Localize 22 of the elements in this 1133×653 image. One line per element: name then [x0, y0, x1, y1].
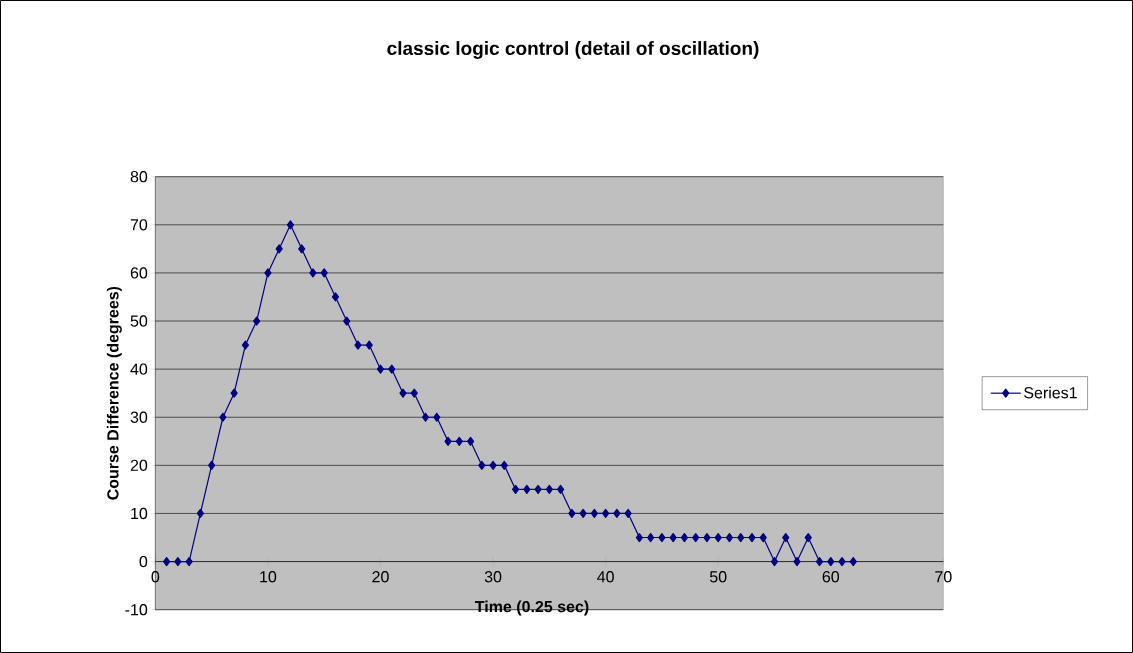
y-tick-label: 10 — [131, 507, 148, 520]
y-axis-title: Course Difference (degrees) — [106, 286, 122, 500]
y-tick-label: 50 — [130, 315, 148, 327]
y-tick-label: 60 — [130, 267, 148, 279]
x-tick-label: 50 — [709, 571, 727, 583]
y-tick-label: 30 — [130, 411, 148, 423]
x-tick-label: 20 — [372, 571, 389, 583]
x-tick-label: 30 — [484, 571, 502, 583]
x-tick-label: 40 — [597, 571, 614, 583]
y-tick-label: 40 — [130, 363, 148, 375]
y-tick-label: 20 — [130, 459, 148, 472]
y-tick-label: 70 — [130, 219, 148, 231]
chart-title: classic logic control (detail of oscillation) — [387, 41, 759, 59]
x-tick-label: 70 — [935, 571, 952, 583]
x-tick-label: 60 — [822, 571, 840, 583]
x-axis-title: Time (0.25 sec) — [474, 600, 589, 616]
legend-label: Series1 — [1024, 386, 1077, 399]
y-tick-label: 80 — [130, 171, 148, 183]
y-tick-label: 0 — [139, 555, 148, 568]
y-tick-label: -10 — [125, 604, 148, 616]
x-tick-label: 0 — [151, 571, 160, 583]
x-tick-label: 10 — [260, 571, 277, 583]
